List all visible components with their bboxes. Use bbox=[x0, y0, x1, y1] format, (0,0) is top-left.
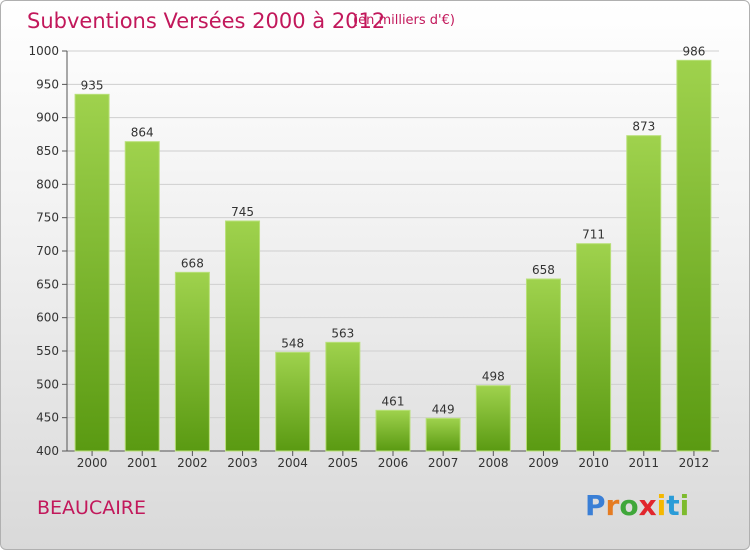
x-tick-label-2010: 2010 bbox=[578, 456, 609, 470]
logo-letter: i bbox=[656, 489, 667, 522]
bars bbox=[74, 59, 712, 452]
logo-letter: P bbox=[585, 489, 606, 522]
y-tick-label: 400 bbox=[36, 444, 59, 458]
data-label-2008: 498 bbox=[482, 370, 505, 384]
bar-2001 bbox=[124, 141, 160, 452]
chart-subtitle: (en milliers d'€) bbox=[353, 13, 455, 28]
x-tick-label-2003: 2003 bbox=[227, 456, 258, 470]
x-tick-label-2005: 2005 bbox=[328, 456, 359, 470]
logo-letter: t bbox=[666, 489, 680, 522]
logo-letter: r bbox=[605, 489, 620, 522]
x-tick-label-2009: 2009 bbox=[528, 456, 559, 470]
y-tick-label: 600 bbox=[36, 311, 59, 325]
y-tick-label: 950 bbox=[36, 77, 59, 91]
x-tick-label-2007: 2007 bbox=[428, 456, 459, 470]
x-tick-label-2001: 2001 bbox=[127, 456, 158, 470]
bar-2012 bbox=[676, 59, 712, 452]
x-tick-label-2004: 2004 bbox=[277, 456, 308, 470]
chart-title: Subventions Versées 2000 à 2012 bbox=[27, 9, 386, 33]
x-tick-label-2011: 2011 bbox=[628, 456, 659, 470]
x-tick-label-2008: 2008 bbox=[478, 456, 509, 470]
city-name: BEAUCAIRE bbox=[37, 497, 147, 519]
bar-2004 bbox=[275, 351, 311, 452]
data-label-2001: 864 bbox=[131, 126, 154, 140]
data-label-2003: 745 bbox=[231, 205, 254, 219]
y-tick-label: 650 bbox=[36, 277, 59, 291]
y-tick-label: 500 bbox=[36, 377, 59, 391]
data-label-2010: 711 bbox=[582, 228, 605, 242]
bar-2006 bbox=[375, 409, 411, 452]
data-label-2004: 548 bbox=[281, 336, 304, 350]
data-label-2006: 461 bbox=[382, 394, 405, 408]
bar-2008 bbox=[475, 385, 511, 452]
proxiti-logo[interactable]: Proxiti bbox=[585, 489, 689, 522]
data-label-2009: 658 bbox=[532, 263, 555, 277]
y-tick-label: 900 bbox=[36, 111, 59, 125]
logo-letter: x bbox=[638, 489, 657, 522]
data-label-2007: 449 bbox=[432, 402, 455, 416]
x-tick-label-2002: 2002 bbox=[177, 456, 208, 470]
bar-2005 bbox=[325, 341, 361, 452]
y-tick-label: 550 bbox=[36, 344, 59, 358]
bar-2011 bbox=[626, 135, 662, 452]
x-tick-label-2012: 2012 bbox=[679, 456, 710, 470]
bar-2007 bbox=[425, 417, 461, 452]
bar-2010 bbox=[576, 243, 612, 452]
y-tick-label: 700 bbox=[36, 244, 59, 258]
data-label-2005: 563 bbox=[331, 326, 354, 340]
bar-2002 bbox=[174, 271, 210, 452]
x-tick-label-2006: 2006 bbox=[378, 456, 409, 470]
logo-letter: o bbox=[619, 489, 639, 522]
logo-letter: i bbox=[679, 489, 690, 522]
grid-lines bbox=[62, 50, 719, 452]
x-tick-label-2000: 2000 bbox=[77, 456, 108, 470]
data-label-2002: 668 bbox=[181, 256, 204, 270]
y-tick-label: 750 bbox=[36, 211, 59, 225]
bar-2009 bbox=[525, 278, 561, 452]
data-label-2000: 935 bbox=[81, 78, 104, 92]
data-label-2012: 986 bbox=[682, 44, 705, 58]
y-tick-label: 850 bbox=[36, 144, 59, 158]
x-tick-labels: 2000 2001 2002 2003 2004 2005 2006 2007 2008 2009… bbox=[77, 451, 709, 470]
y-tick-label: 450 bbox=[36, 411, 59, 425]
y-tick-label: 1000 bbox=[28, 44, 59, 58]
y-tick-labels: 400 450 500 550 600 650 700 750 800 850 900 950 1000 bbox=[28, 44, 59, 458]
data-label-2011: 873 bbox=[632, 120, 655, 134]
bar-2000 bbox=[74, 93, 110, 452]
data-labels: 935 864 668 745 548 563 461 449 498 658 711 873 986 bbox=[81, 44, 706, 416]
y-tick-label: 800 bbox=[36, 177, 59, 191]
bar-2003 bbox=[225, 220, 261, 452]
